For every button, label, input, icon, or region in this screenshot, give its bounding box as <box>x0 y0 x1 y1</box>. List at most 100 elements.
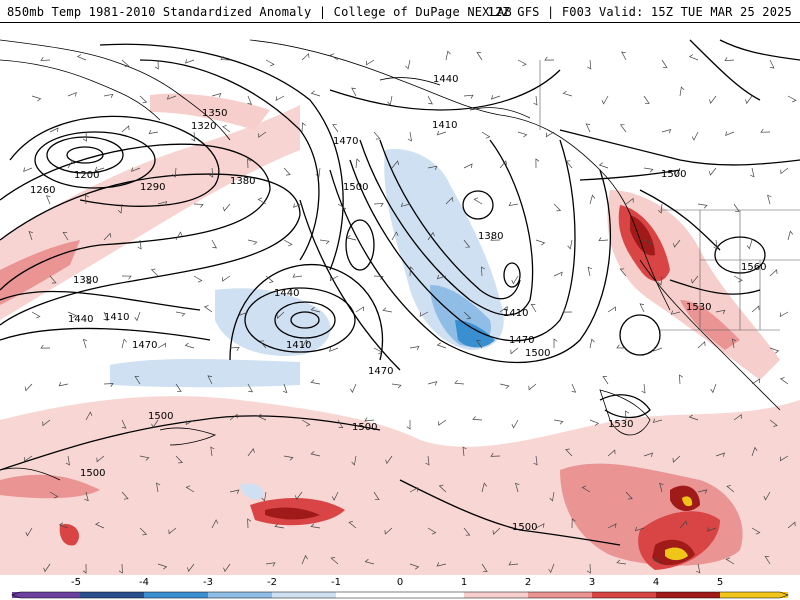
wind-barb <box>373 275 384 280</box>
wind-barb <box>653 347 663 352</box>
wind-barb <box>310 523 321 529</box>
wind-barb <box>787 521 796 529</box>
wind-barb <box>567 239 573 250</box>
wind-barb <box>481 131 491 139</box>
wind-barb <box>715 309 726 314</box>
contour-label: 1500 <box>352 422 377 433</box>
wind-barb <box>134 375 141 385</box>
wind-barb <box>373 491 380 501</box>
wind-barb <box>598 162 609 169</box>
wind-barb <box>751 305 760 313</box>
wind-barb <box>517 59 527 67</box>
wind-barb <box>409 346 420 351</box>
wind-barb <box>150 268 159 277</box>
wind-barb <box>274 523 285 529</box>
wind-barb <box>436 274 447 280</box>
wind-barb <box>713 239 718 250</box>
wind-barb <box>616 344 627 349</box>
wind-barb <box>724 57 735 62</box>
wind-barb <box>769 59 775 69</box>
anomaly-colorbar: -5 -4 -3 -2 -1 0 1 2 3 4 5 <box>0 575 800 600</box>
wind-barb <box>751 378 760 385</box>
wind-barb <box>191 131 196 142</box>
wind-barb <box>350 383 357 394</box>
wind-barb <box>355 158 361 169</box>
anomaly-shading <box>0 93 800 576</box>
wind-barb <box>175 231 183 241</box>
wind-barb <box>562 308 573 313</box>
wind-barb <box>329 53 339 61</box>
wind-barb <box>679 86 685 97</box>
wind-barb <box>769 419 778 427</box>
wind-barb <box>750 167 755 178</box>
wind-barb <box>151 419 159 429</box>
colorbar-tick-label: 0 <box>397 577 403 588</box>
wind-barb <box>247 239 258 245</box>
wind-barb <box>62 231 69 241</box>
wind-barb <box>769 269 778 277</box>
colorbar-tick-label: -4 <box>139 577 149 588</box>
wind-barb <box>425 455 430 466</box>
colorbar-ticks: -5 -4 -3 -2 -1 0 1 2 3 4 5 <box>71 577 723 588</box>
wind-barb <box>751 527 761 535</box>
wind-barb <box>310 379 321 385</box>
contour-label: 1500 <box>525 348 550 359</box>
colorbar-swatch <box>656 592 720 598</box>
wind-barb <box>463 527 471 536</box>
contour-label: 1320 <box>191 121 216 132</box>
wind-barb <box>476 52 483 61</box>
wind-barb <box>185 419 195 426</box>
wind-barb <box>553 338 558 348</box>
wind-barb <box>348 520 357 529</box>
contour-label: 1410 <box>286 340 311 351</box>
contour-label: 1260 <box>30 185 55 196</box>
wind-barb <box>207 375 213 385</box>
wind-barb <box>329 347 339 352</box>
contour-labels: 1440 1350 1320 1410 1200 1260 1290 1380 … <box>30 74 766 533</box>
wind-barb <box>679 374 683 385</box>
wind-barb <box>265 59 275 67</box>
wind-barb <box>625 197 634 205</box>
wind-barb <box>715 452 726 457</box>
wind-barb <box>643 95 650 104</box>
wind-barb <box>427 231 435 241</box>
wind-barb <box>103 383 114 387</box>
wind-barb <box>175 383 182 392</box>
wind-barb <box>407 131 412 142</box>
wind-barb <box>406 420 411 430</box>
wind-barb <box>764 555 771 565</box>
wind-barb <box>530 303 537 313</box>
wind-barb <box>187 563 195 572</box>
wind-barb <box>121 125 130 133</box>
wind-barb <box>517 131 528 138</box>
wind-barb <box>24 455 33 462</box>
cold-anomaly-area <box>110 358 300 388</box>
wind-barb <box>121 338 127 349</box>
wind-barb <box>779 311 789 318</box>
wind-barb <box>332 124 339 133</box>
warm-anomaly-area <box>0 474 100 499</box>
wind-barb <box>229 489 240 494</box>
wind-barb <box>515 482 520 493</box>
wind-barb <box>49 275 57 284</box>
wind-barb <box>351 87 357 97</box>
contour-label: 1380 <box>230 176 255 187</box>
wind-barb <box>121 491 129 500</box>
wind-barb <box>82 338 88 349</box>
wind-barb <box>787 230 794 241</box>
wind-barb <box>490 95 501 100</box>
wind-barb <box>511 275 519 285</box>
wind-barb <box>384 527 393 535</box>
wind-barb <box>185 59 195 64</box>
wind-barb <box>220 56 231 61</box>
colorbar-swatch <box>528 592 592 598</box>
wind-barb <box>589 419 600 426</box>
wind-barb <box>247 448 255 457</box>
wind-barb <box>490 236 501 241</box>
wind-barb <box>351 455 357 466</box>
contour-label: 1290 <box>140 182 165 193</box>
colorbar-tick-label: 3 <box>589 577 595 588</box>
warm-anomaly-area <box>665 547 688 561</box>
wind-barb <box>84 491 89 502</box>
wind-barb <box>168 527 177 535</box>
